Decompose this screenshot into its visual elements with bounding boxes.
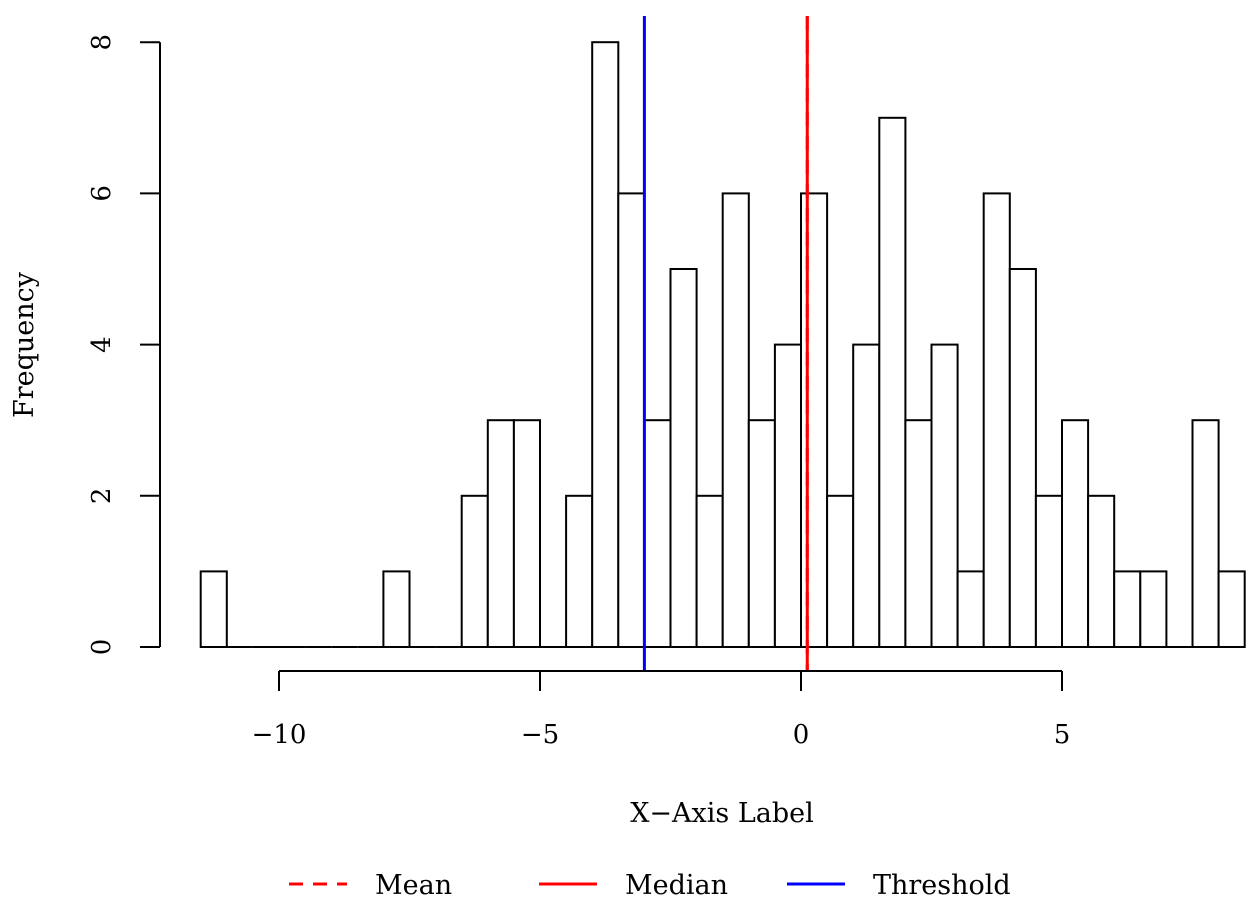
histogram-bar	[904, 419, 933, 649]
x-tick-label: −10	[252, 720, 307, 750]
histogram-bar	[826, 494, 855, 648]
y-tick-label: 0	[87, 639, 117, 656]
histogram-bar	[695, 494, 724, 648]
histogram-bar	[486, 419, 515, 649]
legend-label-median: Median	[625, 870, 728, 901]
histogram-bar	[382, 570, 411, 649]
y-tick-label: 6	[87, 185, 117, 202]
histogram-bar	[1087, 494, 1116, 648]
x-tick-label: 0	[793, 720, 810, 750]
histogram-bar	[1034, 494, 1064, 648]
histogram-bar	[1113, 570, 1142, 649]
histogram-bars	[199, 41, 1246, 649]
histogram-bar	[643, 419, 672, 649]
histogram-bar	[1139, 570, 1168, 649]
histogram-bar	[1191, 419, 1220, 649]
legend-label-threshold: Threshold	[873, 870, 1011, 901]
y-tick-label: 8	[87, 34, 117, 51]
histogram-bar	[1061, 419, 1090, 649]
histogram-bar	[591, 41, 620, 648]
histogram-bar	[460, 494, 489, 648]
histogram-bar	[565, 494, 594, 648]
x-axis-title: X−Axis Label	[630, 798, 814, 829]
legend: Mean Median Threshold	[289, 870, 1011, 901]
histogram-bar	[199, 570, 228, 649]
histogram-bar	[512, 419, 542, 649]
histogram-bar	[930, 343, 959, 648]
reference-lines	[642, 16, 809, 670]
histogram-bar	[1008, 268, 1037, 648]
histogram-bar	[669, 268, 698, 648]
y-axis-title: Frequency	[9, 271, 40, 418]
y-axis: 0 2 4 6 8	[87, 34, 161, 656]
histogram-bar	[800, 192, 829, 648]
histogram-bar	[773, 343, 803, 648]
y-tick-label: 4	[87, 336, 117, 353]
histogram-bar	[982, 192, 1011, 648]
histogram-bar	[617, 192, 646, 648]
histogram-bar	[721, 192, 750, 648]
histogram-bar	[878, 116, 907, 649]
histogram-bar	[956, 570, 985, 649]
x-axis: −10 −5 0 5	[252, 670, 1071, 750]
legend-label-mean: Mean	[375, 870, 452, 901]
histogram-bar	[852, 343, 881, 648]
y-tick-label: 2	[87, 488, 117, 505]
histogram-bar	[747, 419, 776, 649]
x-tick-label: −5	[521, 720, 559, 750]
histogram-bar	[1217, 570, 1246, 649]
x-tick-label: 5	[1054, 720, 1071, 750]
